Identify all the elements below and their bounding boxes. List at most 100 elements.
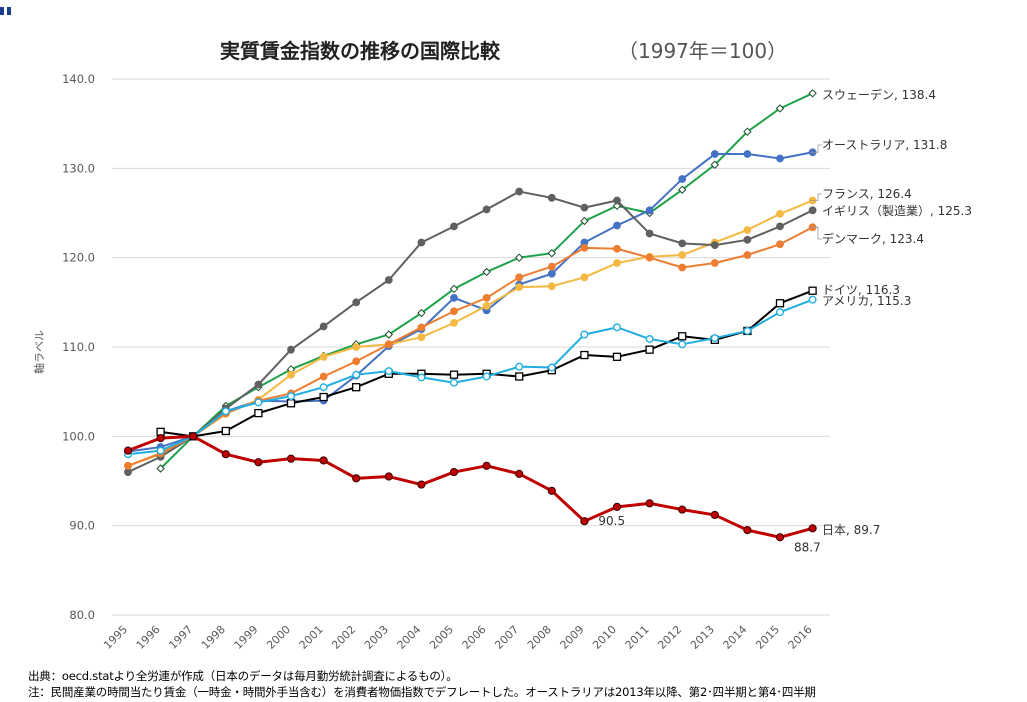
data-point <box>384 472 393 481</box>
x-tick-label: 2007 <box>492 623 521 652</box>
series-end-label: オーストラリア, 131.8 <box>822 138 947 152</box>
series-line <box>127 190 814 473</box>
series-end-label: フランス, 126.4 <box>822 187 912 201</box>
data-point <box>482 461 491 470</box>
series-end-label: スウェーデン, 138.4 <box>822 87 936 102</box>
data-point <box>156 434 165 443</box>
data-point <box>580 243 589 252</box>
data-point <box>678 175 687 183</box>
data-point <box>776 222 784 231</box>
x-tick-label: 2014 <box>721 623 750 652</box>
series <box>123 89 817 542</box>
data-point <box>319 352 328 361</box>
x-tick-label: 2002 <box>329 623 358 652</box>
data-point <box>287 370 295 379</box>
series-line <box>127 434 813 539</box>
data-point <box>776 240 784 249</box>
data-point <box>482 302 491 310</box>
data-point <box>710 259 719 267</box>
series-イギリス（製造業） <box>124 187 817 476</box>
data-point <box>450 293 458 302</box>
data-point <box>645 206 654 215</box>
data-point <box>515 187 524 196</box>
data-point <box>677 185 687 194</box>
data-point <box>580 273 589 282</box>
data-point <box>678 263 687 272</box>
x-tick-label: 2016 <box>786 623 815 652</box>
series-アメリカ <box>123 295 817 459</box>
x-tick-label: 2013 <box>688 623 717 652</box>
data-point <box>189 432 198 441</box>
data-point <box>417 373 426 382</box>
data-point <box>775 299 785 308</box>
data-point <box>808 524 817 533</box>
x-tick-label: 2001 <box>297 623 326 652</box>
data-point <box>254 398 263 407</box>
data-point <box>547 269 556 278</box>
data-point <box>450 318 458 327</box>
series-end-label: アメリカ, 115.3 <box>822 294 911 308</box>
series-line <box>127 199 813 467</box>
data-point <box>678 239 687 248</box>
y-axis-label: 軸ラベル <box>32 330 46 374</box>
data-point <box>743 526 752 535</box>
source-note: 出典：oecd.statより全労連が作成（日本のデータは毎月勤労統計調査によるも… <box>28 669 458 683</box>
data-point <box>319 456 328 465</box>
data-point <box>221 426 230 436</box>
data-point <box>450 378 459 387</box>
data-point <box>384 276 393 284</box>
x-tick-labels: 1995 1996 1997 1998 1999 2000 2001 2002 2003 2004… <box>101 623 815 652</box>
data-point <box>678 332 687 341</box>
y-tick-label: 120.0 <box>62 251 95 265</box>
data-point <box>352 357 361 366</box>
data-point <box>514 253 524 262</box>
data-point <box>612 201 622 211</box>
x-tick-label: 2010 <box>590 623 619 652</box>
data-point <box>319 372 328 381</box>
x-tick-label: 2012 <box>655 623 684 652</box>
data-point <box>645 253 654 262</box>
data-point <box>319 392 328 402</box>
data-point <box>482 267 491 277</box>
x-tick-label: 2009 <box>558 623 587 652</box>
data-point <box>124 461 132 470</box>
x-tick-label: 2015 <box>753 623 782 652</box>
x-tick-label: 1997 <box>166 623 195 652</box>
data-point <box>384 340 393 349</box>
series-end-label: イギリス（製造業）, 125.3 <box>822 204 972 218</box>
data-point <box>515 283 524 292</box>
series-end-label: デンマーク, 123.4 <box>822 231 924 246</box>
data-point <box>319 322 328 331</box>
data-point <box>710 241 719 250</box>
y-tick-label: 100.0 <box>62 429 95 443</box>
data-point <box>352 474 361 483</box>
data-point <box>808 206 817 215</box>
data-point <box>808 295 817 304</box>
data-point <box>775 104 785 113</box>
value-annotation: 88.7 <box>794 540 821 554</box>
data-point <box>384 367 393 376</box>
data-point <box>254 408 263 418</box>
data-point <box>743 251 752 259</box>
chart-subtitle: （1997年＝100） <box>618 39 787 63</box>
data-point <box>613 244 621 253</box>
x-tick-label: 2000 <box>264 623 293 652</box>
x-tick-label: 1999 <box>232 623 261 652</box>
data-point <box>612 352 622 361</box>
data-point <box>547 262 556 271</box>
data-point <box>254 380 263 389</box>
data-point <box>808 286 817 295</box>
y-tick-label: 80.0 <box>69 608 95 622</box>
series-line <box>127 298 813 456</box>
data-point <box>645 229 654 238</box>
data-point <box>808 89 817 98</box>
x-tick-label: 1998 <box>199 623 228 652</box>
footnotes: 出典：oecd.statより全労連が作成（日本のデータは毎月勤労統計調査によるも… <box>28 668 1023 700</box>
data-point <box>710 510 719 520</box>
data-point <box>417 308 426 318</box>
data-point <box>515 273 524 282</box>
y-tick-label: 110.0 <box>62 340 95 354</box>
data-point <box>776 209 784 218</box>
data-point <box>678 251 687 259</box>
data-point <box>123 446 133 455</box>
